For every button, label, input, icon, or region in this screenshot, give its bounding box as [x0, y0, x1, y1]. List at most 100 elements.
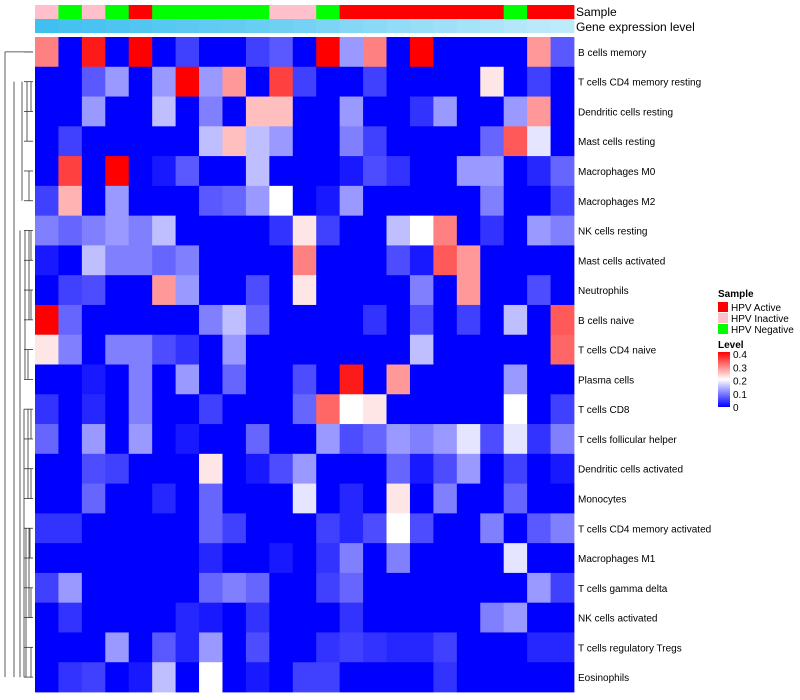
heatmap-cell — [480, 364, 505, 395]
heatmap-cell — [527, 37, 551, 68]
heatmap-cell — [339, 304, 364, 336]
heatmap-cell — [245, 424, 270, 455]
heatmap-cell — [199, 96, 223, 127]
heatmap-cell — [199, 453, 223, 484]
heatmap-cell — [503, 215, 528, 246]
heatmap-cell — [152, 215, 176, 246]
heatmap-cell — [35, 185, 59, 217]
heatmap-cell — [409, 513, 434, 544]
heatmap-cell — [316, 513, 341, 544]
heatmap-cell — [222, 424, 247, 455]
heatmap-cell — [152, 156, 176, 187]
heatmap-cell — [245, 364, 270, 395]
row-label: T cells follicular helper — [578, 435, 677, 446]
heatmap-cell — [409, 304, 434, 336]
heatmap-cell — [58, 215, 83, 246]
heatmap-cell — [105, 483, 130, 514]
heatmap-cell — [409, 483, 434, 514]
heatmap-cell — [316, 632, 341, 663]
heatmap-cell — [339, 215, 364, 246]
heatmap-cell — [363, 632, 387, 663]
heatmap-cell — [316, 483, 341, 514]
heatmap-cell — [152, 37, 176, 68]
heatmap-cell — [81, 483, 106, 514]
heatmap-cell — [152, 304, 176, 336]
heatmap-cell — [152, 66, 176, 97]
heatmap-cell — [386, 424, 411, 455]
heatmap-cell — [527, 126, 551, 157]
heatmap-cell — [152, 185, 176, 217]
heatmap-cell — [363, 37, 387, 68]
sample-annotation-cell — [152, 5, 176, 19]
heatmap-cell — [433, 37, 458, 68]
heatmap-cell — [58, 37, 83, 68]
gene-expression-annotation-cell — [152, 19, 176, 33]
heatmap-cell — [245, 66, 270, 97]
heatmap-cell — [58, 245, 83, 276]
heatmap-cell — [58, 662, 83, 693]
heatmap-cell — [152, 453, 176, 484]
heatmap-cell — [175, 156, 200, 187]
heatmap-cell — [480, 96, 505, 127]
heatmap-cell — [105, 37, 130, 68]
heatmap-cell — [433, 126, 458, 157]
heatmap-cell — [222, 37, 247, 68]
heatmap-cell — [292, 156, 317, 187]
heatmap-cell — [81, 543, 106, 574]
row-label: Dendritic cells activated — [578, 465, 683, 476]
heatmap-cell — [81, 513, 106, 544]
heatmap-cell — [433, 632, 458, 663]
heatmap-cell — [35, 245, 59, 276]
heatmap-cell — [292, 543, 317, 574]
heatmap-cell — [363, 96, 387, 127]
sample-annotation-cell — [128, 5, 153, 19]
heatmap-cell — [105, 602, 130, 633]
heatmap-cell — [81, 364, 106, 395]
heatmap-cell — [316, 662, 341, 693]
row-label: B cells naive — [578, 316, 635, 327]
heatmap-cell — [527, 185, 551, 217]
heatmap-cell — [339, 275, 364, 306]
heatmap-cell — [245, 215, 270, 246]
heatmap-cell — [105, 245, 130, 276]
heatmap-cell — [292, 364, 317, 395]
heatmap-cell — [527, 662, 551, 693]
heatmap-cell — [339, 483, 364, 514]
heatmap-cell — [456, 96, 481, 127]
heatmap-cell — [433, 394, 458, 425]
heatmap-cell — [550, 245, 575, 276]
heatmap-cell — [35, 424, 59, 455]
heatmap-cell — [81, 602, 106, 633]
heatmap-cell — [316, 185, 341, 217]
heatmap-cell — [105, 394, 130, 425]
heatmap-cell — [503, 364, 528, 395]
heatmap-cell — [175, 394, 200, 425]
row-label: Neutrophils — [578, 286, 629, 297]
gene-expression-annotation-cell — [480, 19, 505, 33]
heatmap-cell — [58, 96, 83, 127]
heatmap-cell — [175, 424, 200, 455]
heatmap-cell — [363, 275, 387, 306]
heatmap-cell — [105, 662, 130, 693]
heatmap-cell — [480, 304, 505, 336]
heatmap-cell — [105, 572, 130, 604]
heatmap-cell — [222, 543, 247, 574]
heatmap-cell — [363, 66, 387, 97]
heatmap-cell — [409, 364, 434, 395]
heatmap-cell — [128, 66, 153, 97]
heatmap-cell — [456, 602, 481, 633]
heatmap-cell — [316, 126, 341, 157]
heatmap-cell — [292, 96, 317, 127]
heatmap-cell — [550, 275, 575, 306]
heatmap-cell — [480, 245, 505, 276]
gene-expression-annotation-cell — [58, 19, 83, 33]
row-label: Macrophages M1 — [578, 554, 656, 565]
heatmap-cell — [550, 37, 575, 68]
level-colorbar — [718, 352, 730, 407]
heatmap-cell — [363, 602, 387, 633]
heatmap-cell — [81, 662, 106, 693]
heatmap-cell — [292, 513, 317, 544]
heatmap-cell — [503, 275, 528, 306]
heatmap-cell — [58, 453, 83, 484]
legend-level-tick: 0.3 — [733, 363, 747, 374]
